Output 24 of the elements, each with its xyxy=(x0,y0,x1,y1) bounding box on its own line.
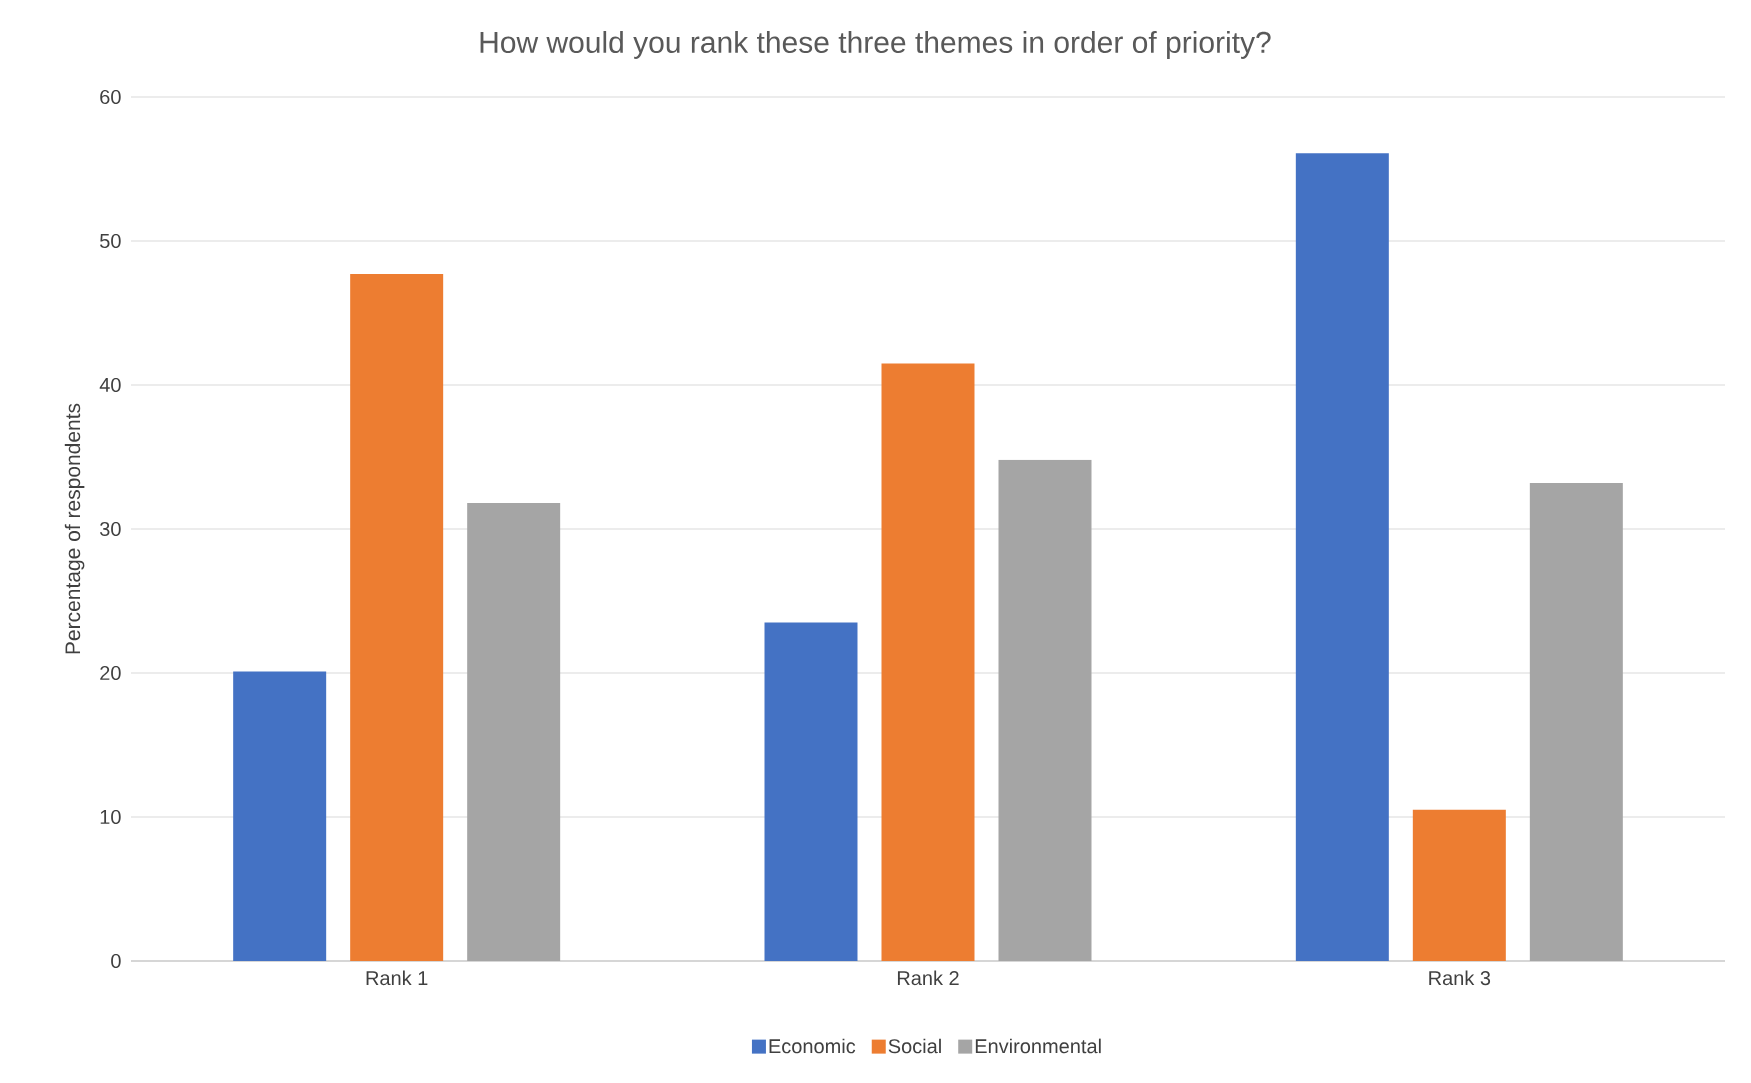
bar xyxy=(764,622,858,961)
y-axis-title: Percentage of respondents xyxy=(64,403,85,654)
y-tick-label: 50 xyxy=(100,233,121,249)
bar xyxy=(881,363,975,961)
y-tick-label: 30 xyxy=(100,521,121,537)
legend-label: Economic xyxy=(769,1038,856,1054)
bar xyxy=(1529,482,1623,961)
legend-label: Environmental xyxy=(975,1038,1101,1054)
bar xyxy=(467,503,561,961)
x-tick-label: Rank 1 xyxy=(366,970,428,986)
chart-title: How would you rank these three themes in order of priority? xyxy=(480,31,1271,59)
y-tick-label: 0 xyxy=(111,953,121,969)
y-tick-label: 40 xyxy=(99,377,121,393)
bar xyxy=(1412,809,1506,961)
bar xyxy=(350,274,444,961)
bar xyxy=(998,459,1092,961)
x-tick-label: Rank 2 xyxy=(897,970,959,986)
bar xyxy=(233,671,327,961)
x-tick-label: Rank 3 xyxy=(1429,970,1491,986)
y-tick-label: 10 xyxy=(100,809,121,825)
y-tick-label: 60 xyxy=(100,89,121,105)
y-tick-label: 20 xyxy=(100,665,121,681)
legend-label: Social xyxy=(888,1038,941,1054)
bar xyxy=(1295,153,1389,961)
